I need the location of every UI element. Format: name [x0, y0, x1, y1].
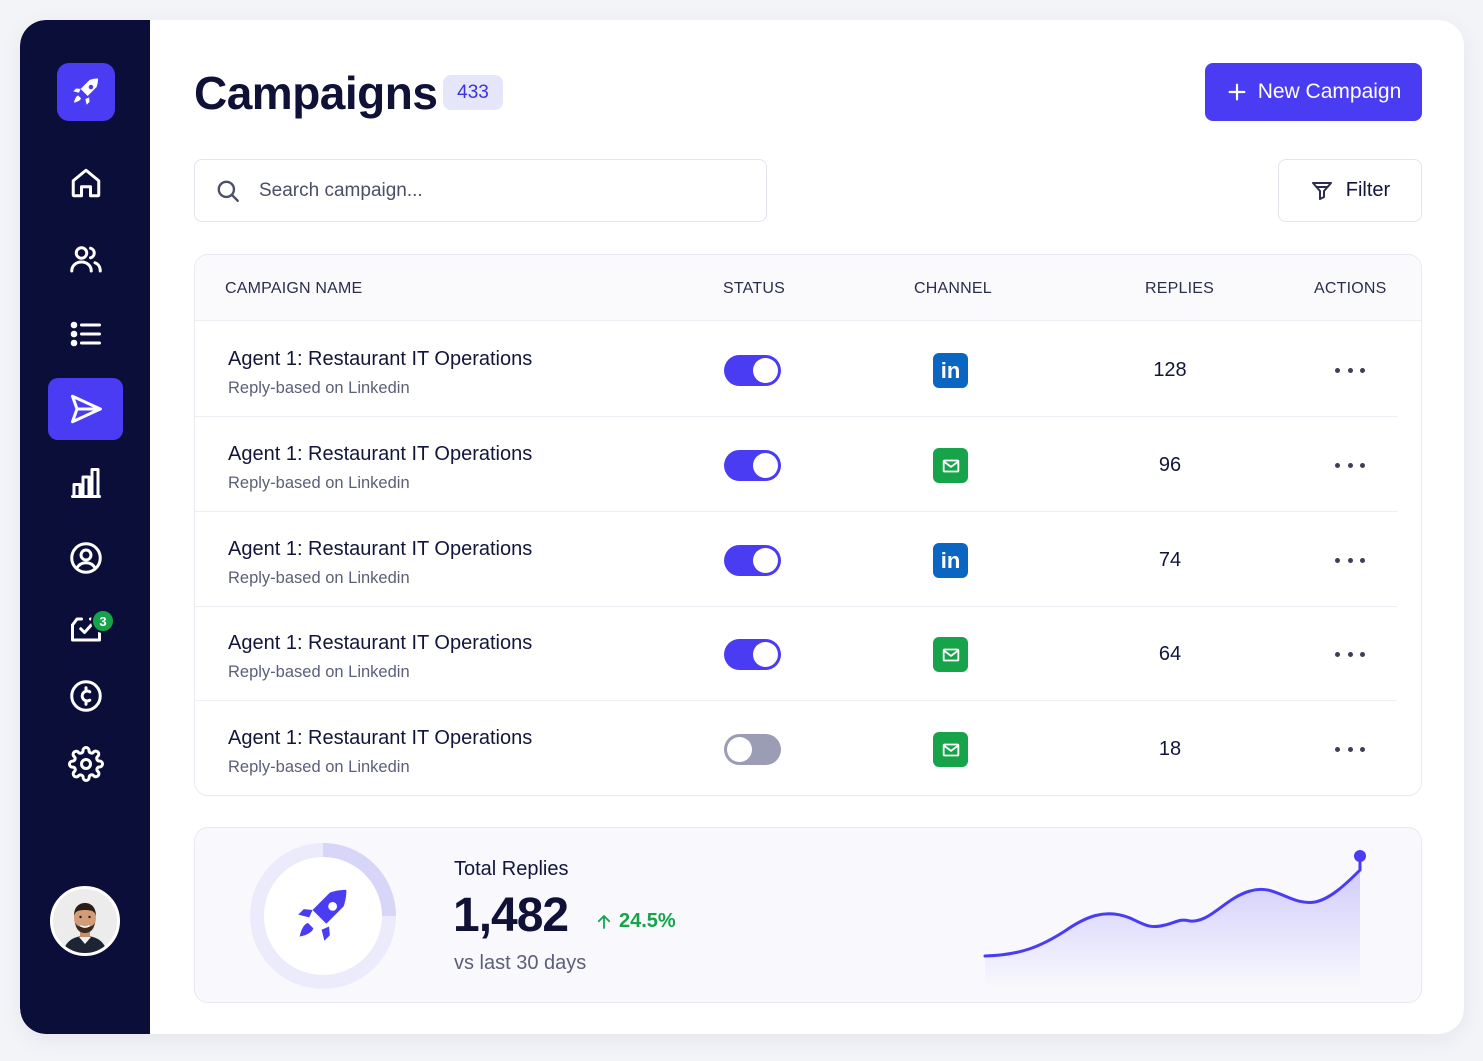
progress-ring — [250, 843, 396, 989]
campaigns-table: CAMPAIGN NAME STATUS CHANNEL REPLIES ACT… — [194, 254, 1422, 796]
sidebar-item-analytics[interactable] — [48, 452, 123, 514]
sidebar: 3 — [20, 20, 150, 1034]
filter-button[interactable]: Filter — [1278, 159, 1422, 222]
campaign-subtitle: Reply-based on Linkedin — [228, 474, 410, 492]
table-row[interactable]: Agent 1: Restaurant IT Operations Reply-… — [195, 322, 1397, 417]
rocket-icon — [73, 78, 99, 105]
arrow-up-icon — [597, 914, 611, 929]
main-content: Campaigns 433 New Campaign Filter CAMPAI… — [150, 20, 1464, 1034]
sidebar-item-inbox[interactable]: 3 — [48, 597, 123, 659]
filter-label: Filter — [1345, 179, 1391, 201]
campaign-name[interactable]: Agent 1: Restaurant IT Operations — [228, 727, 533, 749]
replies-count: 18 — [1158, 738, 1182, 760]
campaign-name[interactable]: Agent 1: Restaurant IT Operations — [228, 538, 533, 560]
replies-count: 64 — [1158, 643, 1182, 665]
campaign-subtitle: Reply-based on Linkedin — [228, 569, 410, 587]
table-row[interactable]: Agent 1: Restaurant IT Operations Reply-… — [195, 512, 1397, 607]
new-campaign-label: New Campaign — [1257, 80, 1402, 103]
status-toggle[interactable] — [724, 734, 781, 765]
column-header-name[interactable]: CAMPAIGN NAME — [225, 280, 363, 297]
linkedin-icon: in — [933, 353, 968, 388]
toggle-knob — [753, 358, 778, 383]
sidebar-item-contacts[interactable] — [48, 228, 123, 290]
replies-count: 96 — [1158, 454, 1182, 476]
replies-sparkline — [983, 850, 1366, 988]
home-icon — [71, 168, 100, 198]
column-header-actions: ACTIONS — [1314, 280, 1387, 297]
inbox-badge: 3 — [91, 609, 115, 633]
email-icon — [933, 448, 968, 483]
status-toggle[interactable] — [724, 545, 781, 576]
more-actions-icon[interactable] — [1335, 453, 1365, 477]
app-logo[interactable] — [57, 63, 115, 121]
campaign-subtitle: Reply-based on Linkedin — [228, 758, 410, 776]
status-toggle[interactable] — [724, 450, 781, 481]
toggle-knob — [727, 737, 752, 762]
list-icon — [70, 321, 101, 347]
sidebar-item-billing[interactable] — [48, 665, 123, 727]
users-icon — [69, 246, 102, 273]
table-row[interactable]: Agent 1: Restaurant IT Operations Reply-… — [195, 701, 1397, 795]
replies-count: 74 — [1158, 549, 1182, 571]
column-header-replies[interactable]: REPLIES — [1145, 280, 1214, 297]
status-toggle[interactable] — [724, 355, 781, 386]
bar-chart-icon — [70, 468, 101, 498]
total-replies-value: 1,482 — [453, 889, 569, 942]
toggle-knob — [753, 453, 778, 478]
campaign-name[interactable]: Agent 1: Restaurant IT Operations — [228, 443, 533, 465]
plus-icon — [1228, 83, 1246, 101]
linkedin-icon: in — [933, 543, 968, 578]
sidebar-item-campaigns[interactable] — [48, 378, 123, 440]
rocket-icon — [298, 889, 347, 941]
new-campaign-button[interactable]: New Campaign — [1205, 63, 1422, 121]
campaign-subtitle: Reply-based on Linkedin — [228, 663, 410, 681]
user-avatar-picture — [53, 889, 117, 953]
total-replies-label: Total Replies — [454, 858, 569, 880]
column-header-channel[interactable]: CHANNEL — [914, 280, 992, 297]
replies-count: 128 — [1153, 359, 1187, 381]
campaign-name[interactable]: Agent 1: Restaurant IT Operations — [228, 632, 533, 654]
user-circle-icon — [69, 542, 102, 574]
table-row[interactable]: Agent 1: Restaurant IT Operations Reply-… — [195, 606, 1397, 701]
sidebar-item-profile[interactable] — [48, 527, 123, 589]
email-icon — [933, 732, 968, 767]
sidebar-item-lists[interactable] — [48, 303, 123, 365]
campaign-name[interactable]: Agent 1: Restaurant IT Operations — [228, 348, 533, 370]
user-avatar[interactable] — [50, 886, 120, 956]
campaign-count-badge: 433 — [443, 75, 503, 110]
sidebar-item-home[interactable] — [48, 152, 123, 214]
filter-icon — [1311, 181, 1332, 200]
replies-period: vs last 30 days — [454, 952, 587, 974]
more-actions-icon[interactable] — [1335, 642, 1365, 666]
table-row[interactable]: Agent 1: Restaurant IT Operations Reply-… — [195, 417, 1397, 512]
campaign-subtitle: Reply-based on Linkedin — [228, 379, 410, 397]
email-icon — [933, 637, 968, 672]
more-actions-icon[interactable] — [1335, 737, 1365, 761]
gear-icon — [67, 746, 104, 782]
replies-change: 24.5% — [595, 910, 676, 933]
column-header-status[interactable]: STATUS — [723, 280, 785, 297]
total-replies-card: Total Replies 1,482 24.5% vs last 30 day… — [194, 827, 1422, 1003]
sidebar-item-settings[interactable] — [48, 733, 123, 795]
send-icon — [70, 394, 102, 424]
toggle-knob — [753, 642, 778, 667]
app-window: 3 Campaigns 433 — [20, 20, 1464, 1034]
search-box — [194, 159, 767, 222]
status-toggle[interactable] — [724, 639, 781, 670]
more-actions-icon[interactable] — [1335, 548, 1365, 572]
search-input[interactable] — [259, 179, 709, 202]
page-title: Campaigns — [194, 67, 438, 119]
toggle-knob — [753, 548, 778, 573]
table-header: CAMPAIGN NAME STATUS CHANNEL REPLIES ACT… — [195, 255, 1421, 321]
credit-icon — [69, 680, 102, 712]
replies-change-value: 24.5% — [619, 910, 676, 932]
search-icon — [217, 180, 239, 202]
more-actions-icon[interactable] — [1335, 358, 1365, 382]
